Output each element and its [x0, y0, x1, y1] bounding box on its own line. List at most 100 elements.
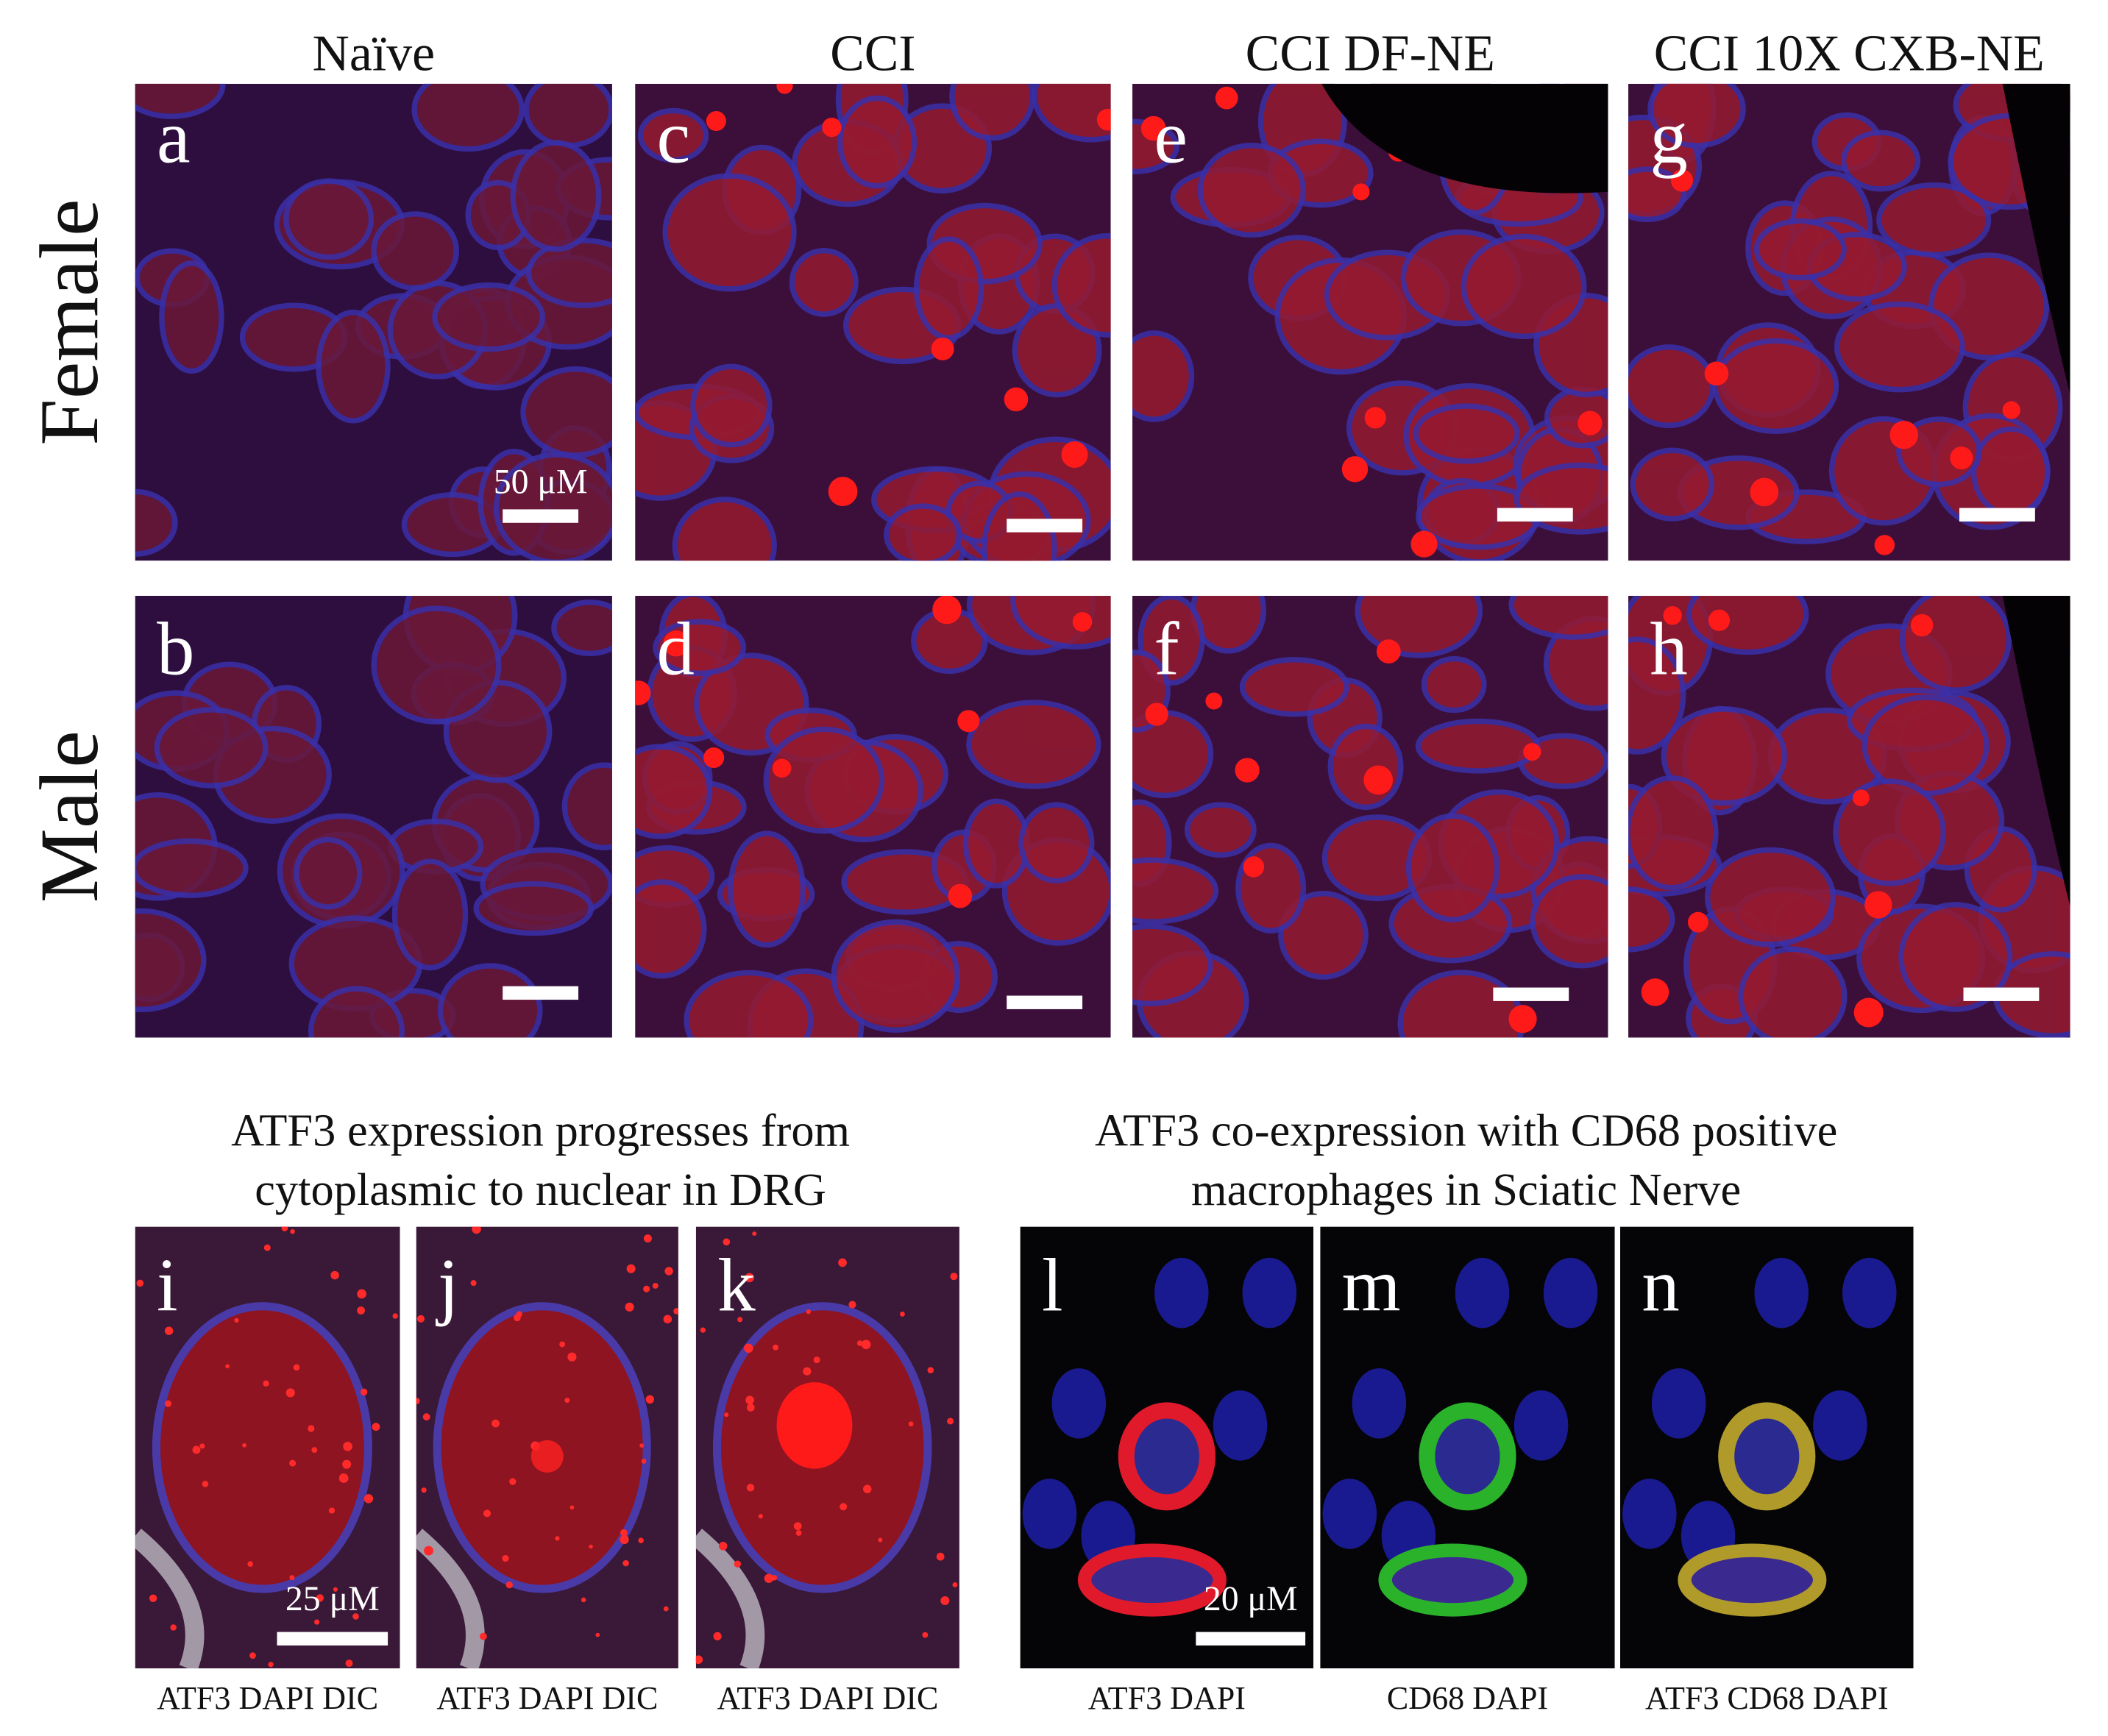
atf3-puncta	[199, 1443, 205, 1449]
atf3-puncta	[950, 1273, 958, 1281]
atf3-puncta	[664, 1267, 673, 1276]
dic-fibers	[416, 1529, 485, 1669]
atf3-puncta	[360, 1388, 368, 1396]
atf3-puncta	[311, 1447, 318, 1454]
neuron	[1630, 447, 1714, 522]
atf3-puncta	[559, 1341, 566, 1348]
atf3-nucleus	[1215, 86, 1238, 110]
neuron	[1132, 857, 1219, 925]
macrophage	[1718, 1402, 1816, 1511]
neuron	[637, 107, 709, 163]
atf3-puncta	[764, 1573, 774, 1583]
atf3-puncta	[316, 1594, 324, 1602]
atf3-puncta	[643, 1234, 652, 1243]
atf3-nucleus	[1061, 441, 1088, 468]
micrograph	[1132, 83, 1608, 561]
neuron	[981, 491, 1057, 561]
atf3-puncta	[900, 1312, 905, 1317]
atf3-nucleus	[1508, 1005, 1537, 1034]
neuron	[831, 919, 961, 1033]
atf3-puncta	[136, 1279, 144, 1287]
atf3-nucleus	[1853, 789, 1870, 807]
neuron	[1421, 656, 1487, 714]
neuron	[1753, 218, 1847, 281]
neuron	[135, 838, 249, 898]
neuron	[690, 363, 773, 448]
atf3-puncta	[345, 1659, 353, 1668]
atf3-puncta	[247, 1561, 254, 1568]
atf3-puncta	[673, 1308, 678, 1315]
neuron	[1712, 338, 1839, 435]
section-title: cytoplasmic to nuclear in DRG	[255, 1164, 826, 1215]
macrophage	[1378, 1543, 1527, 1617]
neuron	[913, 236, 984, 341]
atf3-nucleus	[776, 1382, 853, 1469]
panel-caption: ATF3 DAPI DIC	[717, 1680, 938, 1716]
scale-bar	[503, 509, 579, 523]
atf3-puncta	[758, 1514, 763, 1519]
neuron	[962, 798, 1031, 889]
scale-bar	[1196, 1632, 1306, 1646]
neuron	[1051, 233, 1111, 338]
scale-bar	[1959, 508, 2035, 522]
atf3-puncta	[268, 1662, 274, 1668]
atf3-puncta	[795, 1530, 802, 1536]
atf3-nucleus	[1874, 535, 1895, 555]
background-region	[2002, 83, 2070, 395]
dapi-nucleus	[1213, 1390, 1268, 1461]
atf3-puncta	[652, 1283, 659, 1289]
panel-caption: ATF3 DAPI	[1088, 1680, 1246, 1716]
neuron	[411, 83, 525, 152]
atf3-puncta	[569, 1505, 575, 1510]
scale-bar	[277, 1632, 388, 1646]
panel-letter: g	[1650, 95, 1687, 179]
neuron	[1834, 301, 1965, 393]
atf3-nucleus	[1864, 891, 1892, 919]
neuron	[135, 908, 207, 1013]
atf3-puncta	[663, 1606, 669, 1612]
atf3-puncta	[564, 1398, 570, 1404]
micrograph	[695, 1226, 959, 1669]
neuron	[1415, 718, 1541, 774]
atf3-nucleus	[1578, 410, 1603, 435]
atf3-puncta	[793, 1522, 802, 1531]
atf3-puncta	[641, 1459, 647, 1464]
atf3-puncta	[242, 1442, 247, 1448]
neuron	[1239, 657, 1349, 717]
atf3-puncta	[472, 1226, 481, 1234]
macrophage	[1678, 1543, 1827, 1617]
neuron	[1197, 143, 1306, 238]
neuron	[662, 173, 797, 292]
neuron	[1530, 874, 1608, 969]
atf3-puncta	[848, 1301, 856, 1309]
atf3-puncta	[479, 1632, 487, 1640]
atf3-puncta	[663, 1315, 672, 1324]
neuron	[1898, 902, 2013, 1012]
atf3-puncta	[164, 1326, 174, 1335]
neuron	[154, 707, 269, 789]
atf3-puncta	[555, 1536, 560, 1541]
neuron	[523, 83, 612, 149]
atf3-puncta	[645, 1395, 655, 1404]
atf3-puncta	[505, 1581, 513, 1589]
atf3-nucleus	[1145, 702, 1168, 726]
atf3-puncta	[421, 1487, 427, 1493]
atf3-puncta	[422, 1413, 430, 1421]
neuron	[1970, 426, 2051, 517]
dapi-nucleus	[1352, 1368, 1407, 1439]
neuron	[152, 1302, 372, 1593]
atf3-puncta	[470, 1280, 477, 1287]
scale-label: 20 μM	[1204, 1579, 1298, 1618]
atf3-puncta	[491, 1419, 500, 1428]
atf3-nucleus	[1376, 639, 1401, 664]
atf3-puncta	[357, 1289, 366, 1299]
neuron	[1833, 778, 1946, 886]
atf3-puncta	[724, 1412, 729, 1417]
panel-letter: f	[1154, 607, 1179, 691]
atf3-puncta	[281, 1226, 288, 1231]
neuron	[1184, 802, 1257, 858]
neuron	[1661, 706, 1787, 806]
atf3-puncta	[643, 1285, 650, 1292]
atf3-nucleus	[1243, 856, 1265, 878]
